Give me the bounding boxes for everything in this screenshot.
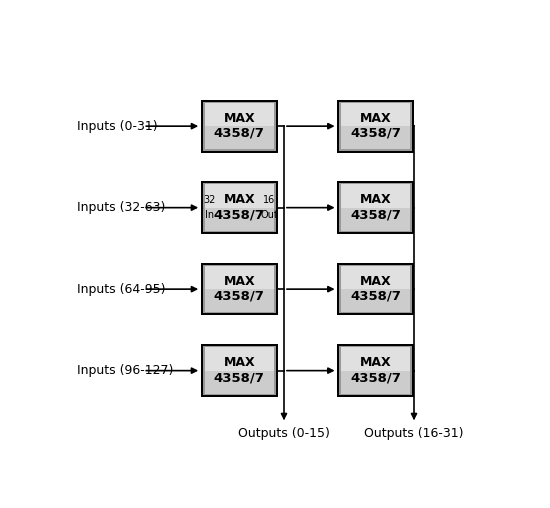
FancyBboxPatch shape <box>341 266 410 312</box>
FancyBboxPatch shape <box>341 266 410 289</box>
Text: 4358/7: 4358/7 <box>214 127 265 140</box>
FancyBboxPatch shape <box>338 101 413 151</box>
Text: MAX: MAX <box>223 112 255 124</box>
Text: Out: Out <box>261 210 278 220</box>
Text: Inputs (96-127): Inputs (96-127) <box>77 364 174 377</box>
Text: 4358/7: 4358/7 <box>214 208 265 221</box>
Text: MAX: MAX <box>223 356 255 369</box>
FancyBboxPatch shape <box>202 182 277 233</box>
Text: MAX: MAX <box>360 112 392 124</box>
Text: 4358/7: 4358/7 <box>350 371 401 385</box>
FancyBboxPatch shape <box>205 347 274 394</box>
Text: 16: 16 <box>263 195 276 205</box>
Text: In: In <box>205 210 214 220</box>
Text: MAX: MAX <box>360 193 392 206</box>
Text: MAX: MAX <box>360 356 392 369</box>
Text: MAX: MAX <box>223 275 255 288</box>
FancyBboxPatch shape <box>205 266 274 312</box>
FancyBboxPatch shape <box>205 184 274 208</box>
Text: 4358/7: 4358/7 <box>350 208 401 221</box>
Text: Inputs (64-95): Inputs (64-95) <box>77 282 166 296</box>
Text: 4358/7: 4358/7 <box>214 371 265 385</box>
Text: Outputs (0-15): Outputs (0-15) <box>238 428 330 440</box>
Text: 32: 32 <box>203 195 216 205</box>
Text: 4358/7: 4358/7 <box>214 290 265 303</box>
FancyBboxPatch shape <box>205 103 274 126</box>
FancyBboxPatch shape <box>341 347 410 394</box>
Text: Outputs (16-31): Outputs (16-31) <box>364 428 464 440</box>
FancyBboxPatch shape <box>338 345 413 396</box>
FancyBboxPatch shape <box>202 264 277 314</box>
FancyBboxPatch shape <box>338 264 413 314</box>
Text: 4358/7: 4358/7 <box>350 127 401 140</box>
FancyBboxPatch shape <box>205 347 274 371</box>
FancyBboxPatch shape <box>338 182 413 233</box>
FancyBboxPatch shape <box>205 184 274 231</box>
FancyBboxPatch shape <box>341 103 410 149</box>
FancyBboxPatch shape <box>202 101 277 151</box>
FancyBboxPatch shape <box>341 184 410 231</box>
FancyBboxPatch shape <box>202 345 277 396</box>
Text: Inputs (32-63): Inputs (32-63) <box>77 201 166 214</box>
FancyBboxPatch shape <box>341 184 410 208</box>
FancyBboxPatch shape <box>205 103 274 149</box>
Text: Inputs (0-31): Inputs (0-31) <box>77 120 158 133</box>
FancyBboxPatch shape <box>205 266 274 289</box>
Text: 4358/7: 4358/7 <box>350 290 401 303</box>
Text: MAX: MAX <box>223 193 255 206</box>
FancyBboxPatch shape <box>341 103 410 126</box>
FancyBboxPatch shape <box>341 347 410 371</box>
Text: MAX: MAX <box>360 275 392 288</box>
